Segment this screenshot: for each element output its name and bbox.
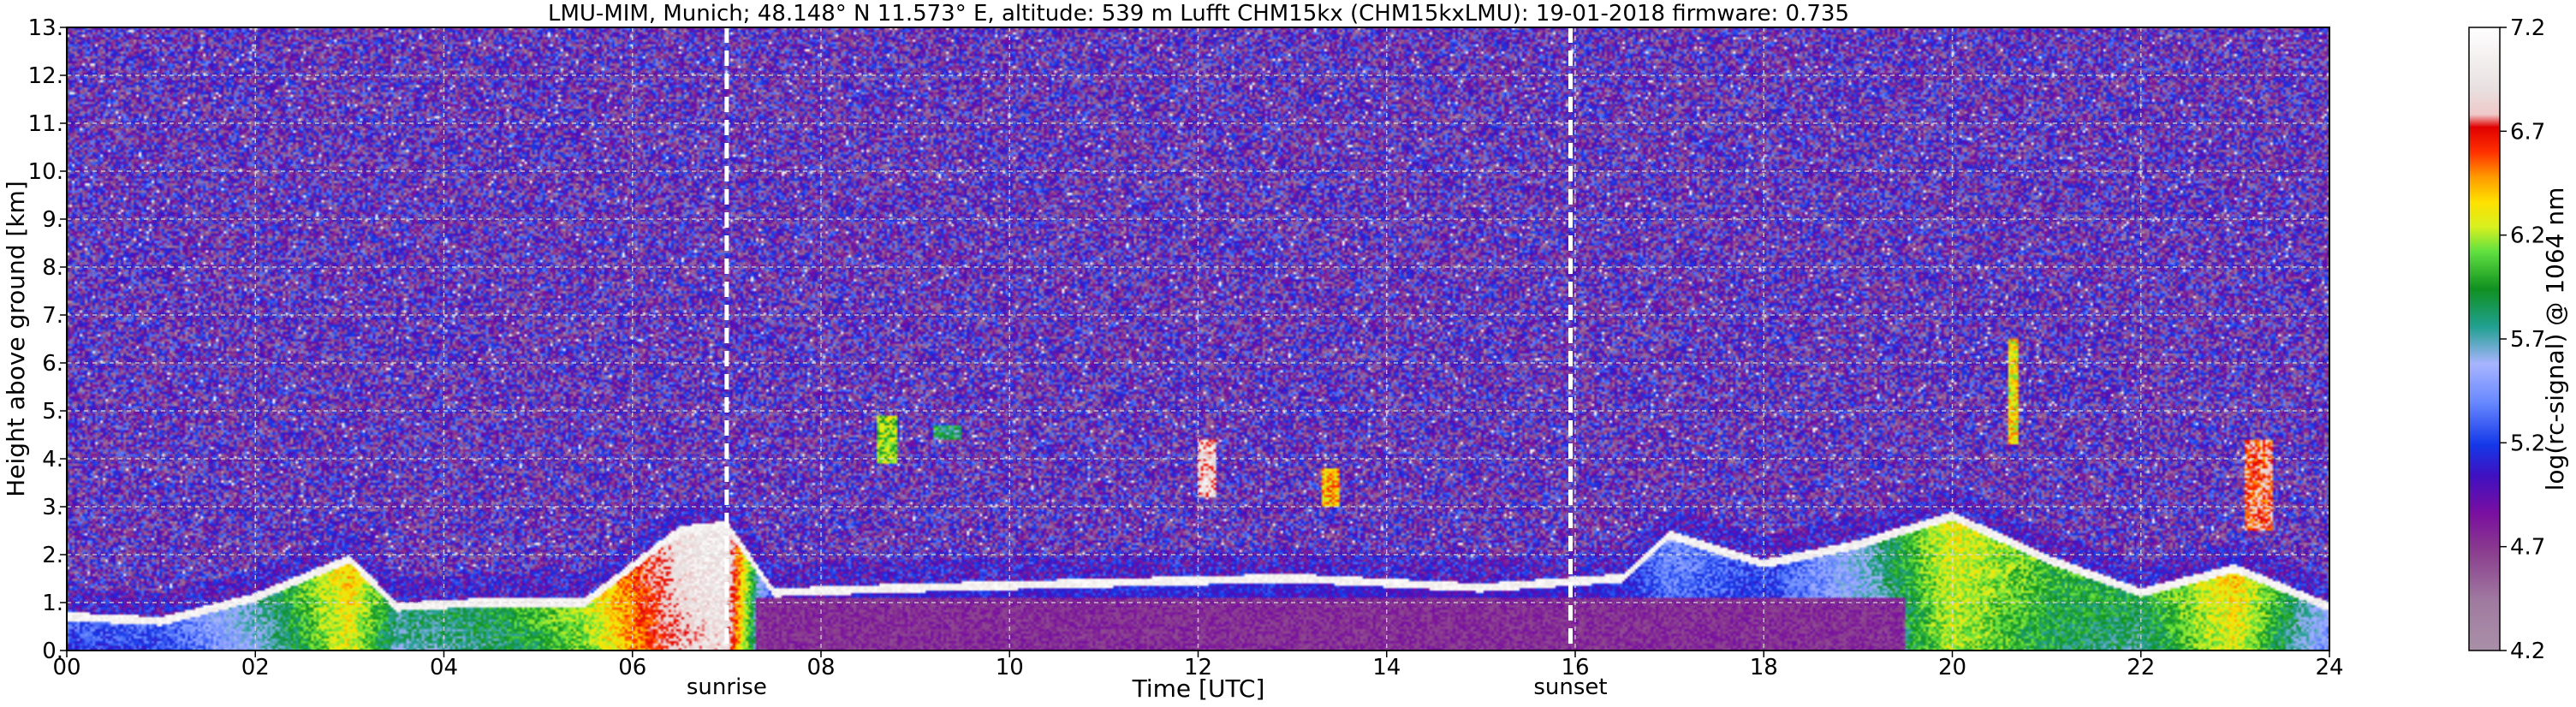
y-tick-label: 7. <box>42 303 63 329</box>
y-tick-label: 9. <box>42 207 63 233</box>
colorbar-ticks: 4.2 4.7 5.2 5.7 6.2 6.7 7.2 <box>2500 15 2545 664</box>
colorbar-tick-label: 5.7 <box>2510 327 2545 353</box>
y-tick-label: 0. <box>42 639 63 664</box>
x-tick-label: 00 <box>52 655 80 680</box>
y-tick-label: 11. <box>28 111 63 137</box>
x-tick-label: 16 <box>1561 655 1589 680</box>
x-tick-label: 22 <box>2127 655 2155 680</box>
sunset-label: sunset <box>1533 674 1607 700</box>
y-tick-label: 10. <box>28 159 63 185</box>
y-tick-label: 8. <box>42 255 63 281</box>
colorbar <box>2468 27 2501 651</box>
x-tick-label: 04 <box>430 655 458 680</box>
y-tick-label: 2. <box>42 543 63 568</box>
y-tick-label: 6. <box>42 351 63 377</box>
y-tick-label: 3. <box>42 495 63 520</box>
y-tick-label: 13. <box>28 15 63 41</box>
colorbar-tick-label: 4.7 <box>2510 535 2545 561</box>
x-tick-label: 20 <box>1938 655 1966 680</box>
colorbar-tick-label: 7.2 <box>2510 15 2545 41</box>
colorbar-tick-label: 6.2 <box>2510 223 2545 249</box>
x-tick-label: 08 <box>806 655 835 680</box>
chart-title: LMU-MIM, Munich; 48.148° N 11.573° E, al… <box>548 1 1849 27</box>
x-tick-label: 06 <box>618 655 646 680</box>
y-tick-label: 1. <box>42 591 63 616</box>
y-tick-label: 12. <box>28 63 63 89</box>
sun-markers: sunrise sunset <box>687 27 1608 700</box>
y-axis-label: Height above ground [km] <box>2 181 30 497</box>
colorbar-label: log(rc-signal) @ 1064 nm <box>2541 187 2569 491</box>
x-tick-label: 24 <box>2315 655 2343 680</box>
colorbar-tick-label: 4.2 <box>2510 639 2545 664</box>
x-axis-label: Time [UTC] <box>1132 674 1265 703</box>
x-tick-label: 02 <box>241 655 270 680</box>
y-tick-label: 5. <box>42 399 63 425</box>
colorbar-tick-label: 6.7 <box>2510 119 2545 145</box>
y-axis: 0. 1. 2. 3. 4. 5. 6. 7. 8. 9. 10. 11. 12. 13. <box>28 15 67 664</box>
colorbar-tick-label: 5.2 <box>2510 431 2545 456</box>
x-tick-label: 10 <box>996 655 1024 680</box>
x-tick-label: 18 <box>1750 655 1778 680</box>
x-tick-label: 14 <box>1372 655 1401 680</box>
x-tick-label: 12 <box>1184 655 1212 680</box>
y-tick-label: 4. <box>42 447 63 472</box>
x-axis: 00 02 04 06 08 10 12 14 16 18 20 22 24 <box>52 651 2344 680</box>
sunrise-label: sunrise <box>687 674 767 700</box>
